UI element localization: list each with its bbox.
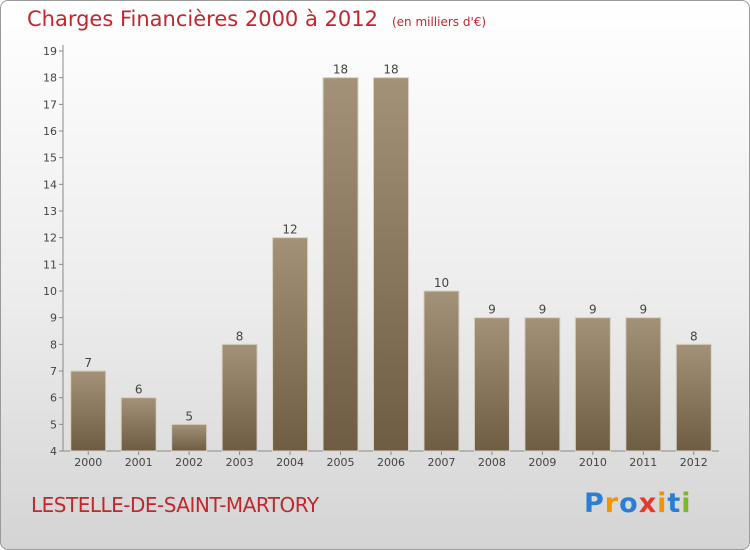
y-tick-label: 4 xyxy=(50,445,57,458)
x-tick-label: 2010 xyxy=(579,456,607,469)
bar-value-label: 7 xyxy=(84,356,92,370)
chart-title-text: Charges Financières 2000 à 2012 xyxy=(27,7,378,31)
y-tick-label: 18 xyxy=(43,72,57,85)
y-tick-label: 12 xyxy=(43,232,57,245)
bar-value-label: 9 xyxy=(589,303,597,317)
x-tick-label: 2000 xyxy=(74,456,102,469)
y-tick-label: 13 xyxy=(43,205,57,218)
bar-value-label: 9 xyxy=(539,303,547,317)
bar-value-label: 5 xyxy=(185,409,193,423)
logo-letter: t xyxy=(667,488,682,519)
logo-letter: i xyxy=(681,488,692,519)
bar xyxy=(120,397,157,452)
x-tick-label: 2004 xyxy=(276,456,304,469)
axes: 4 5 6 7 8 9 10 11 12 13 14 15 16 17 18 19 2000 2001 2002 20… xyxy=(43,45,719,469)
y-tick-label: 9 xyxy=(50,312,57,325)
y-tick-label: 5 xyxy=(50,418,57,431)
logo-letter: r xyxy=(604,488,620,519)
x-tick-label: 2006 xyxy=(377,456,405,469)
x-tick-label: 2009 xyxy=(528,456,556,469)
y-tick-label: 17 xyxy=(43,98,57,111)
bar xyxy=(171,423,208,452)
x-tick-label: 2007 xyxy=(427,456,455,469)
bar xyxy=(574,317,611,452)
x-tick-label: 2001 xyxy=(125,456,153,469)
y-tick-label: 7 xyxy=(50,365,57,378)
y-tick-label: 19 xyxy=(43,45,57,58)
bar xyxy=(272,237,309,452)
bar xyxy=(373,77,409,452)
bar xyxy=(524,317,561,452)
x-tick-label: 2011 xyxy=(629,456,657,469)
bar xyxy=(423,290,460,452)
x-tick-label: 2005 xyxy=(327,456,355,469)
bar xyxy=(322,77,359,452)
bar-value-label: 10 xyxy=(434,276,449,290)
bar xyxy=(221,343,258,452)
y-tick-label: 14 xyxy=(43,178,57,191)
bar xyxy=(675,343,712,452)
chart-title: Charges Financières 2000 à 2012 (en milli… xyxy=(27,7,486,31)
logo-letter: o xyxy=(619,488,639,519)
bar xyxy=(70,370,107,452)
proxiti-logo[interactable]: Proxiti xyxy=(584,488,692,519)
logo-letter: P xyxy=(584,488,605,519)
city-name: LESTELLE-DE-SAINT-MARTORY xyxy=(31,493,319,517)
chart-subtitle: (en milliers d'€) xyxy=(391,15,487,29)
bar-value-label: 18 xyxy=(333,63,348,77)
logo-letter: x xyxy=(638,488,658,519)
bar xyxy=(473,317,510,452)
y-tick-label: 11 xyxy=(43,258,57,271)
bars: 7 6 5 8 12 18 18 10 9 9 9 9 8 xyxy=(70,63,712,452)
bar-value-label: 8 xyxy=(690,329,698,343)
x-tick-label: 2003 xyxy=(226,456,254,469)
bar-value-label: 6 xyxy=(135,383,143,397)
y-tick-label: 10 xyxy=(43,285,57,298)
y-tick-label: 15 xyxy=(43,152,57,165)
x-tick-label: 2008 xyxy=(478,456,506,469)
bar-value-label: 8 xyxy=(236,329,244,343)
y-tick-label: 16 xyxy=(43,125,57,138)
bar-value-label: 12 xyxy=(282,223,297,237)
y-tick-label: 8 xyxy=(50,338,57,351)
logo-letter: i xyxy=(657,488,668,519)
x-tick-label: 2012 xyxy=(680,456,708,469)
bar-value-label: 9 xyxy=(488,303,496,317)
y-tick-label: 6 xyxy=(50,392,57,405)
x-tick-label: 2002 xyxy=(175,456,203,469)
bar-value-label: 9 xyxy=(639,303,647,317)
bar-value-label: 18 xyxy=(383,63,398,77)
bar xyxy=(625,317,662,452)
